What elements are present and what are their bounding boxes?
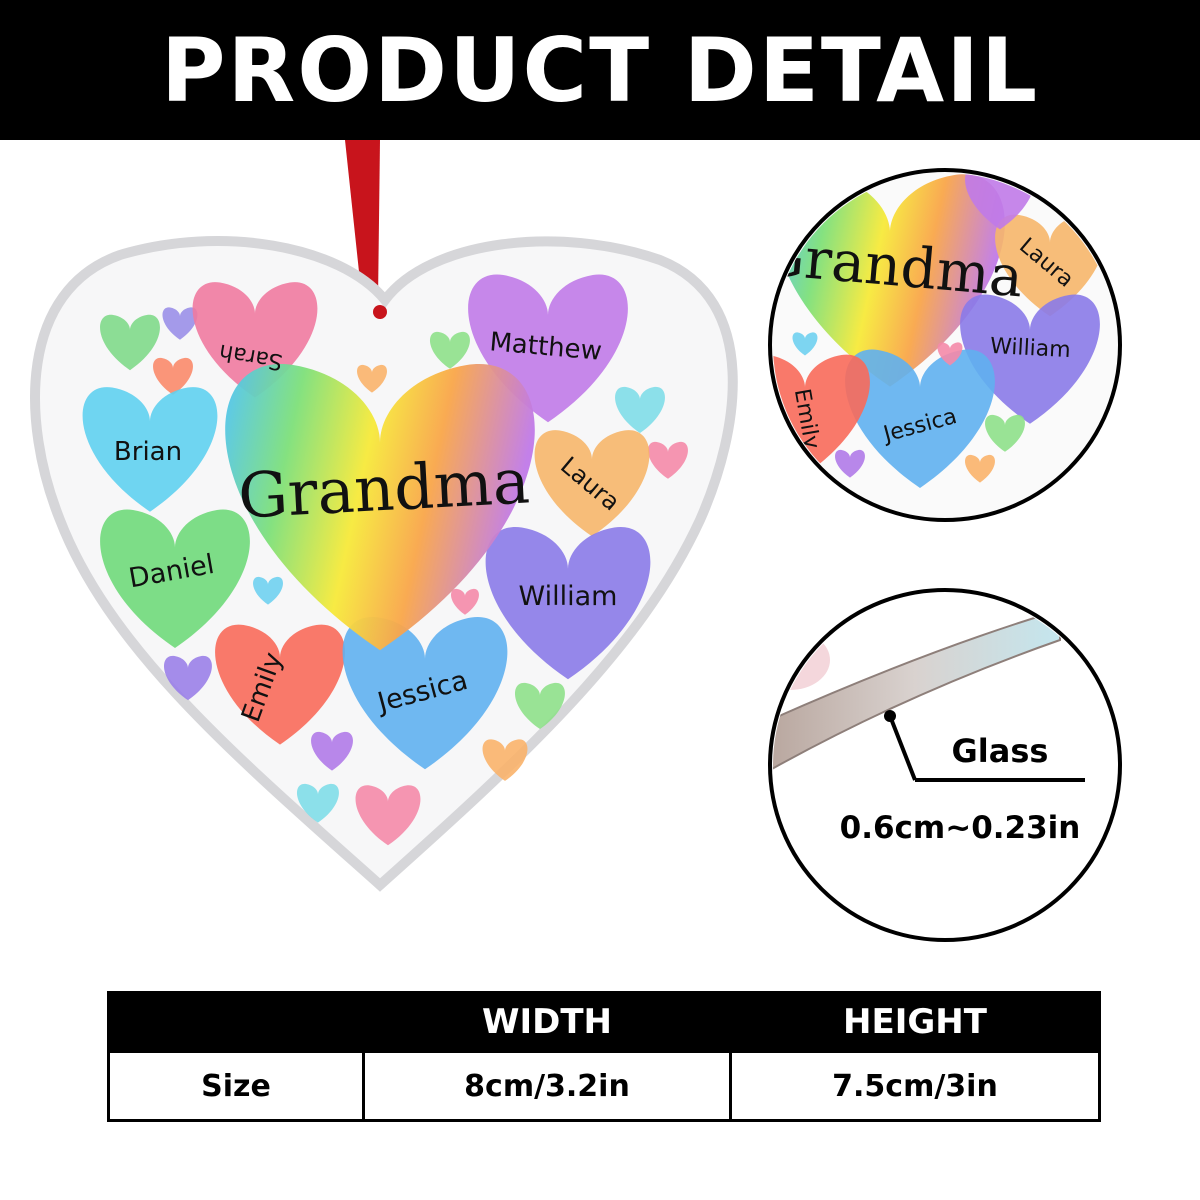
decor-heart: [515, 682, 565, 729]
grandma-text: Grandma: [236, 444, 531, 532]
width-value: 8cm/3.2in: [362, 1050, 732, 1122]
decor-heart: [430, 331, 470, 369]
center-heart-zoom: [775, 174, 1005, 387]
name-heart: [485, 526, 651, 680]
decor-heart: [253, 576, 283, 605]
decor-heart: [835, 449, 865, 478]
decor-heart: [615, 386, 665, 433]
decor-heart: [311, 731, 353, 771]
decor-heart: [451, 588, 479, 615]
name-heart: [82, 387, 218, 512]
decor-heart: [482, 739, 528, 781]
header-width: WIDTH: [362, 991, 732, 1053]
name-heart: [960, 294, 1100, 424]
decor-heart: [937, 342, 963, 366]
decor-heart: [357, 364, 387, 393]
decor-heart: [153, 357, 193, 395]
decor-heart: [965, 454, 995, 483]
name-brian: Brian: [114, 437, 182, 467]
decor-heart: [164, 655, 212, 701]
name-heart: [995, 214, 1105, 317]
glass-detail-circle: [768, 588, 1122, 942]
decor-heart: [648, 441, 688, 479]
decor-heart: [100, 314, 160, 371]
header-banner: PRODUCT DETAIL: [0, 0, 1200, 140]
size-table: WIDTH HEIGHT Size 8cm/3.2in 7.5cm/3in: [107, 991, 1101, 1122]
row-label: Size: [107, 1050, 365, 1122]
header-height: HEIGHT: [729, 991, 1101, 1053]
thickness-label: 0.6cm~0.23in: [840, 810, 1081, 846]
height-value: 7.5cm/3in: [729, 1050, 1101, 1122]
name-heart: [100, 509, 250, 648]
decor-heart: [985, 414, 1025, 452]
glass-label: Glass: [952, 732, 1049, 770]
ribbon: [345, 140, 380, 300]
name-heart: [773, 354, 870, 475]
name-heart: [845, 349, 995, 488]
name-william: William: [519, 581, 618, 612]
page-title: PRODUCT DETAIL: [160, 18, 1040, 122]
decor-heart: [355, 785, 421, 846]
center-heart: [225, 364, 535, 651]
name-heart: [342, 616, 508, 770]
name-william-zoom: William: [989, 334, 1071, 363]
name-heart: [534, 430, 650, 537]
decor-heart: [792, 332, 818, 356]
name-heart: [215, 624, 345, 745]
decor-heart: [297, 783, 339, 823]
header-cell-empty: [107, 991, 365, 1053]
decor-heart: [162, 307, 198, 340]
